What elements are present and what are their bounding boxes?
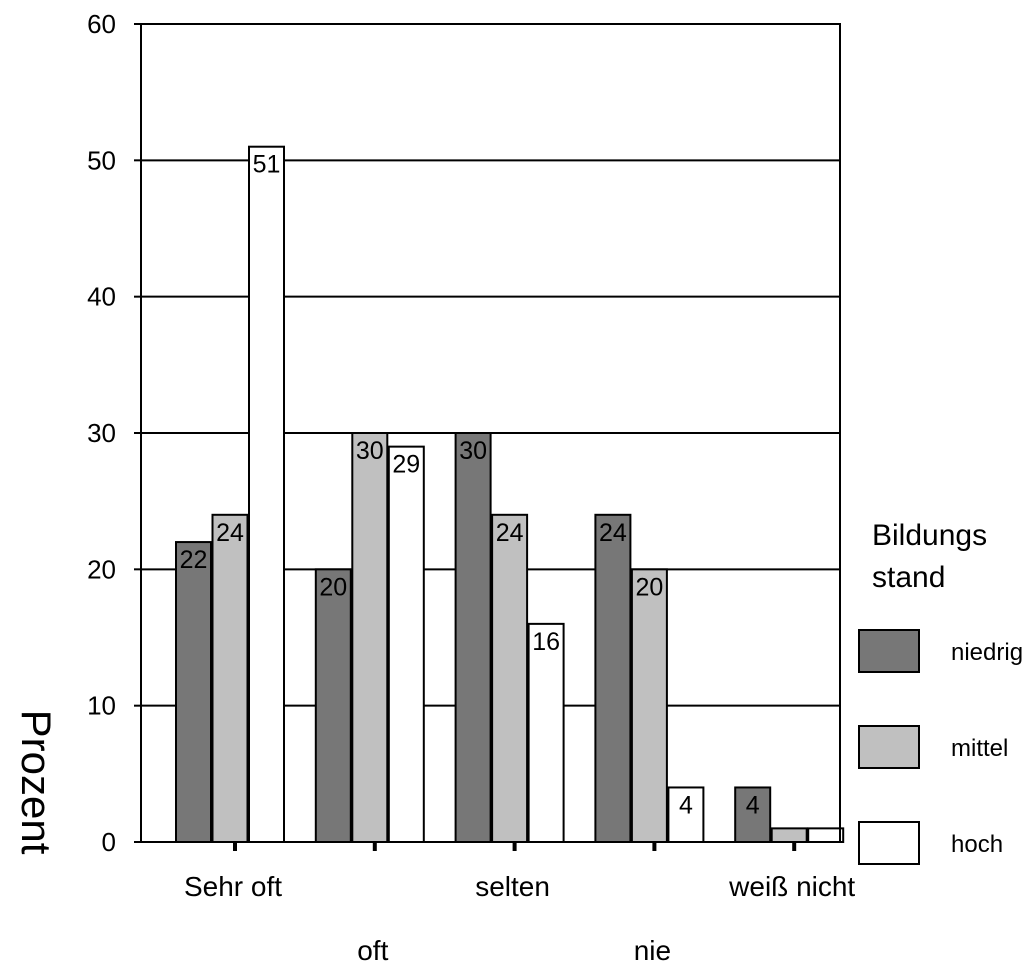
data-label: 20 [635,573,663,601]
legend-title: stand [872,561,945,594]
data-label: 24 [216,519,244,547]
data-label: 24 [496,519,524,547]
y-tick-label: 20 [87,554,116,584]
bar-mittel [630,568,668,843]
legend-swatch-mittel [858,725,920,769]
category-label: Sehr oft [184,871,282,902]
bar-hoch [248,145,285,843]
data-label: 30 [356,437,384,465]
legend-label: hoch [951,831,1003,858]
legend-label: niedrig [951,639,1023,666]
y-tick-label: 60 [87,9,116,39]
bar-mittel [211,513,249,843]
bar-hoch [387,445,425,843]
data-label: 16 [532,628,560,656]
category-label: nie [634,935,671,966]
y-tick-label: 40 [87,282,116,312]
data-label: 4 [746,791,760,819]
category-labels: Sehr oft oft selten nie weiß nicht [184,871,855,966]
data-label: 4 [679,791,693,819]
bar-hoch [527,622,565,843]
bar-hoch [667,786,705,844]
legend-swatch-hoch [858,821,920,865]
y-axis-label: Prozent [13,710,60,855]
category-label: weiß nicht [728,871,855,902]
legend: Bildungs stand niedrig mittel hoch [858,519,1023,865]
data-label: 29 [392,451,420,479]
bar-niedrig [175,541,212,843]
axes [134,23,841,851]
bar-niedrig [454,432,492,843]
y-tick-label: 10 [87,691,116,721]
category-label: selten [475,871,550,902]
data-label: 51 [253,151,281,179]
bars [175,145,845,844]
category-label: oft [357,935,388,966]
legend-swatch-niedrig [858,629,920,673]
legend-title: Bildungs [872,519,987,552]
data-label: 20 [319,573,347,601]
legend-label: mittel [951,735,1008,762]
y-tick-labels: 0 10 20 30 40 50 60 [87,9,116,857]
data-label: 30 [459,437,487,465]
bar-mittel [491,513,529,843]
data-label: 22 [180,546,208,574]
bar-niedrig [594,513,632,843]
y-tick-label: 0 [102,827,116,857]
bar-mittel [351,432,389,843]
bar-hoch [807,827,845,843]
bar-niedrig [314,568,352,843]
data-label: 24 [599,519,627,547]
y-tick-label: 50 [87,145,116,175]
y-tick-label: 30 [87,418,116,448]
data-labels: 22 24 51 20 30 29 30 24 16 24 20 4 4 [180,151,760,820]
bar-mittel [770,827,808,843]
